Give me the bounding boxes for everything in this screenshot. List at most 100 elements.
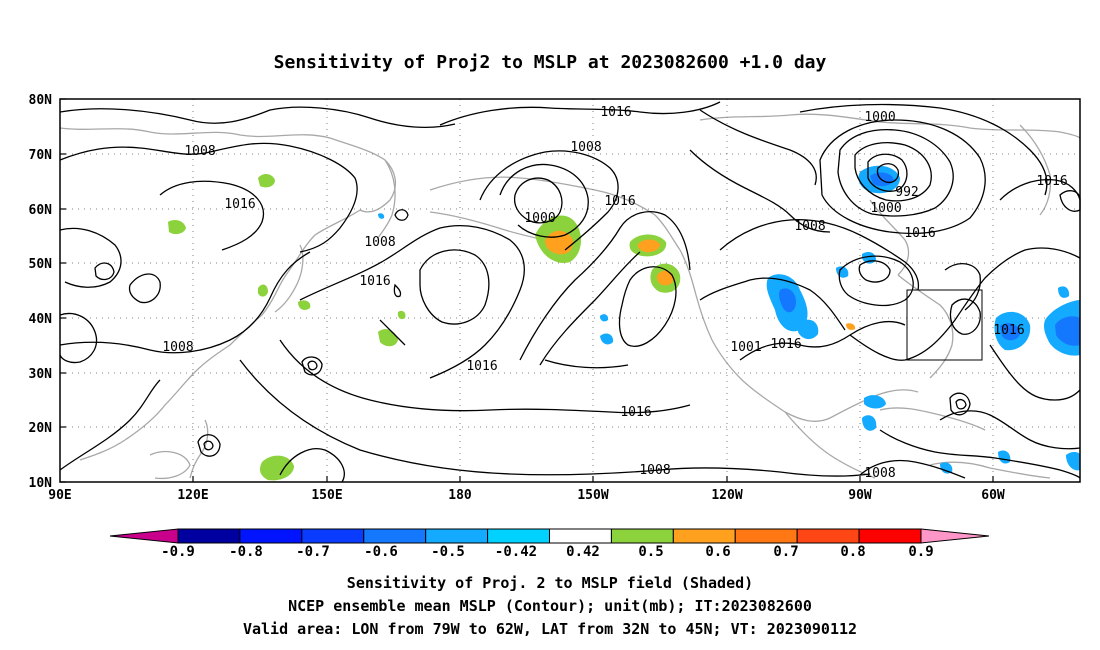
- contour-line: [394, 209, 409, 221]
- contour-label: 1000: [524, 211, 555, 226]
- contour-label: 992: [895, 185, 918, 200]
- colorbar-label: -0.9: [161, 544, 195, 560]
- colorbar-box: [734, 528, 798, 544]
- valid-area-box: [906, 289, 983, 361]
- contour-line: [301, 356, 323, 376]
- lon-tick-label: 180: [448, 488, 472, 503]
- coastline-philippines: [189, 419, 209, 479]
- colorbar-box: [363, 528, 427, 544]
- contour-line: [59, 312, 98, 364]
- contour-line: [479, 150, 619, 251]
- lat-tick-label: 30N: [29, 367, 53, 382]
- contour-line: [279, 448, 345, 483]
- contour-line: [379, 319, 406, 346]
- colorbar-label: -0.5: [431, 544, 465, 560]
- colorbar-box: [239, 528, 303, 544]
- negative-patch: [1066, 451, 1080, 471]
- contour-line: [859, 459, 966, 479]
- contour-line: [544, 359, 629, 369]
- contour-line: [197, 434, 221, 457]
- contour-label: 1000: [864, 110, 895, 125]
- contour-line: [955, 398, 967, 410]
- contour-line: [854, 142, 932, 202]
- colorbar-label: -0.6: [364, 544, 398, 560]
- lon-tick-label: 60W: [981, 488, 1005, 503]
- contour-line: [393, 283, 402, 298]
- contour-line: [867, 153, 908, 192]
- contour-label: 1000: [870, 201, 901, 216]
- colorbar-label: 0.8: [840, 544, 865, 560]
- contour-line: [159, 180, 265, 251]
- coastline-greenland: [1019, 124, 1052, 216]
- coastline-canada-arctic: [699, 113, 1081, 139]
- colorbar-box: [549, 528, 612, 544]
- contour-line: [59, 227, 122, 288]
- contour-line: [838, 255, 914, 307]
- positive-patch: [846, 323, 856, 330]
- contour-line: [239, 359, 871, 477]
- positive-patch: [298, 300, 311, 310]
- caption-line-3: Valid area: LON from 79W to 62W, LAT fro…: [243, 620, 857, 638]
- map-panel: 1016 1000 1008 1008 1016 1016 1000 992 1…: [29, 93, 1081, 503]
- contour-label: 1016: [1036, 174, 1067, 189]
- contour-label: 1008: [639, 463, 670, 478]
- coastline-kamchatka: [377, 159, 396, 239]
- contour-line: [876, 163, 900, 184]
- coastline-south-america: [929, 461, 1051, 479]
- lon-tick-label: 90W: [848, 488, 872, 503]
- coastline-japan: [274, 244, 304, 313]
- contour-line: [858, 260, 891, 283]
- contour-line: [299, 225, 525, 379]
- colorbar-label: 0.7: [773, 544, 798, 560]
- contour-line: [128, 273, 161, 304]
- contour-line: [307, 360, 318, 371]
- colorbar-label: 0.42: [566, 544, 600, 560]
- contour-line: [59, 379, 161, 471]
- lat-tick-label: 60N: [29, 203, 53, 218]
- colorbar-box: [610, 528, 674, 544]
- contour-label: 1016: [770, 337, 801, 352]
- contour-line: [499, 163, 589, 238]
- contour-line: [59, 251, 311, 354]
- lat-tick-label: 20N: [29, 421, 53, 436]
- figure-caption: Sensitivity of Proj. 2 to MSLP field (Sh…: [243, 574, 857, 638]
- graticule: [60, 99, 1080, 482]
- positive-patch: [258, 174, 275, 188]
- contour-label: 1016: [620, 405, 651, 420]
- colorbar-label: 0.9: [908, 544, 933, 560]
- coastline-alaska: [429, 176, 681, 251]
- colorbar-box: [796, 528, 860, 544]
- coastline-caribbean: [879, 407, 986, 431]
- negative-patch: [1055, 316, 1080, 346]
- negative-patch: [600, 314, 609, 322]
- contour-line: [513, 177, 563, 224]
- contour-label: 1001: [730, 340, 761, 355]
- colorbar-label: -0.8: [229, 544, 263, 560]
- positive-patch: [637, 239, 660, 253]
- caption-line-1: Sensitivity of Proj. 2 to MSLP field (Sh…: [347, 574, 753, 592]
- longitude-labels: 90E 120E 150E 180 150W 120W 90W 60W: [48, 488, 1005, 503]
- contour-label: 1016: [904, 226, 935, 241]
- lon-tick-label: 150E: [311, 488, 342, 503]
- colorbar-label: 0.5: [638, 544, 663, 560]
- positive-patch: [656, 270, 674, 286]
- contour-labels: 1016 1000 1008 1008 1016 1016 1000 992 1…: [162, 105, 1067, 481]
- sensitivity-shading: [168, 165, 1080, 481]
- colorbar-box: [425, 528, 489, 544]
- contour-line: [879, 429, 1081, 479]
- contour-line: [819, 119, 986, 235]
- lon-tick-label: 120W: [711, 488, 742, 503]
- contour-line: [419, 249, 490, 325]
- caption-line-2: NCEP ensemble mean MSLP (Contour); unit(…: [288, 597, 812, 615]
- contour-line: [837, 129, 954, 217]
- coastline-asia-north: [59, 127, 397, 213]
- contour-line: [849, 247, 1081, 361]
- latitude-labels: 80N 70N 60N 50N 40N 30N 20N 10N: [29, 93, 53, 491]
- tick-marks: [60, 98, 994, 483]
- coastline-gulf-mexico: [784, 389, 919, 422]
- negative-patch: [1000, 323, 1020, 341]
- contour-line: [799, 103, 1048, 196]
- contour-line: [94, 262, 115, 281]
- colorbar-min-triangle: [109, 528, 179, 544]
- contour-line: [203, 440, 214, 451]
